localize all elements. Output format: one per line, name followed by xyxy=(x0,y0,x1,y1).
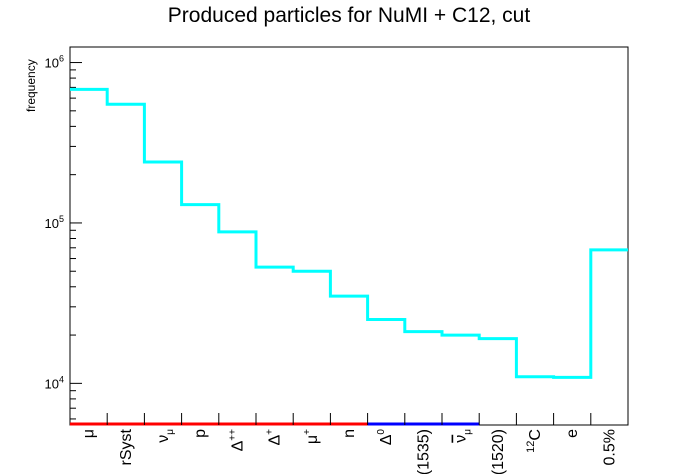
y-tick-label: 104 xyxy=(45,374,64,391)
histogram-line xyxy=(70,87,628,379)
y-axis-ticks xyxy=(70,62,82,420)
x-category-label: Δ+ xyxy=(265,429,284,446)
svg-text:p: p xyxy=(192,429,209,438)
x-category-label: n xyxy=(341,429,358,438)
svg-text:n: n xyxy=(341,429,358,438)
x-category-label: 12C xyxy=(525,429,544,453)
svg-text:Δ0: Δ0 xyxy=(376,429,395,446)
svg-text:12C: 12C xyxy=(525,429,544,453)
x-category-label: μ+ xyxy=(302,429,321,444)
svg-text:0.5%: 0.5% xyxy=(601,429,618,465)
svg-text:(1520): (1520) xyxy=(490,429,507,474)
y-tick-label: 105 xyxy=(45,214,64,231)
x-category-label: Δ0 xyxy=(376,429,395,446)
svg-text:Δ+: Δ+ xyxy=(265,429,284,446)
chart-title: Produced particles for NuMI + C12, cut xyxy=(167,4,531,27)
x-category-label: e xyxy=(564,429,581,438)
y-axis-title: frequency xyxy=(24,59,38,112)
svg-text:(1535): (1535) xyxy=(415,429,432,474)
x-category-label: p xyxy=(192,429,209,438)
svg-text:νμ: νμ xyxy=(453,429,474,443)
y-tick-label: 106 xyxy=(45,54,64,71)
x-category-label: (1535) xyxy=(415,429,432,474)
x-category-label: (1520) xyxy=(490,429,507,474)
x-category-label: Δ++ xyxy=(227,429,246,452)
x-axis-labels: μ rSyst νμ p Δ++ Δ+ μ+ n Δ0 (1535) νμ (1520) 12C e 0.5… xyxy=(81,428,619,474)
svg-text:μ: μ xyxy=(81,429,98,438)
y-axis-labels: 106 105 104 xyxy=(45,54,64,392)
x-axis-ticks xyxy=(106,413,592,425)
svg-text:μ+: μ+ xyxy=(302,429,321,444)
x-category-label: νμ xyxy=(453,429,474,443)
svg-text:e: e xyxy=(564,429,581,438)
x-category-label: 0.5% xyxy=(601,429,618,465)
svg-text:νμ: νμ xyxy=(155,429,176,443)
x-category-label: rSyst xyxy=(118,428,135,465)
svg-text:Δ++: Δ++ xyxy=(227,429,246,452)
plot-frame xyxy=(69,46,629,426)
x-category-label: μ xyxy=(81,429,98,438)
x-category-label: νμ xyxy=(155,429,176,443)
svg-text:rSyst: rSyst xyxy=(118,428,135,465)
